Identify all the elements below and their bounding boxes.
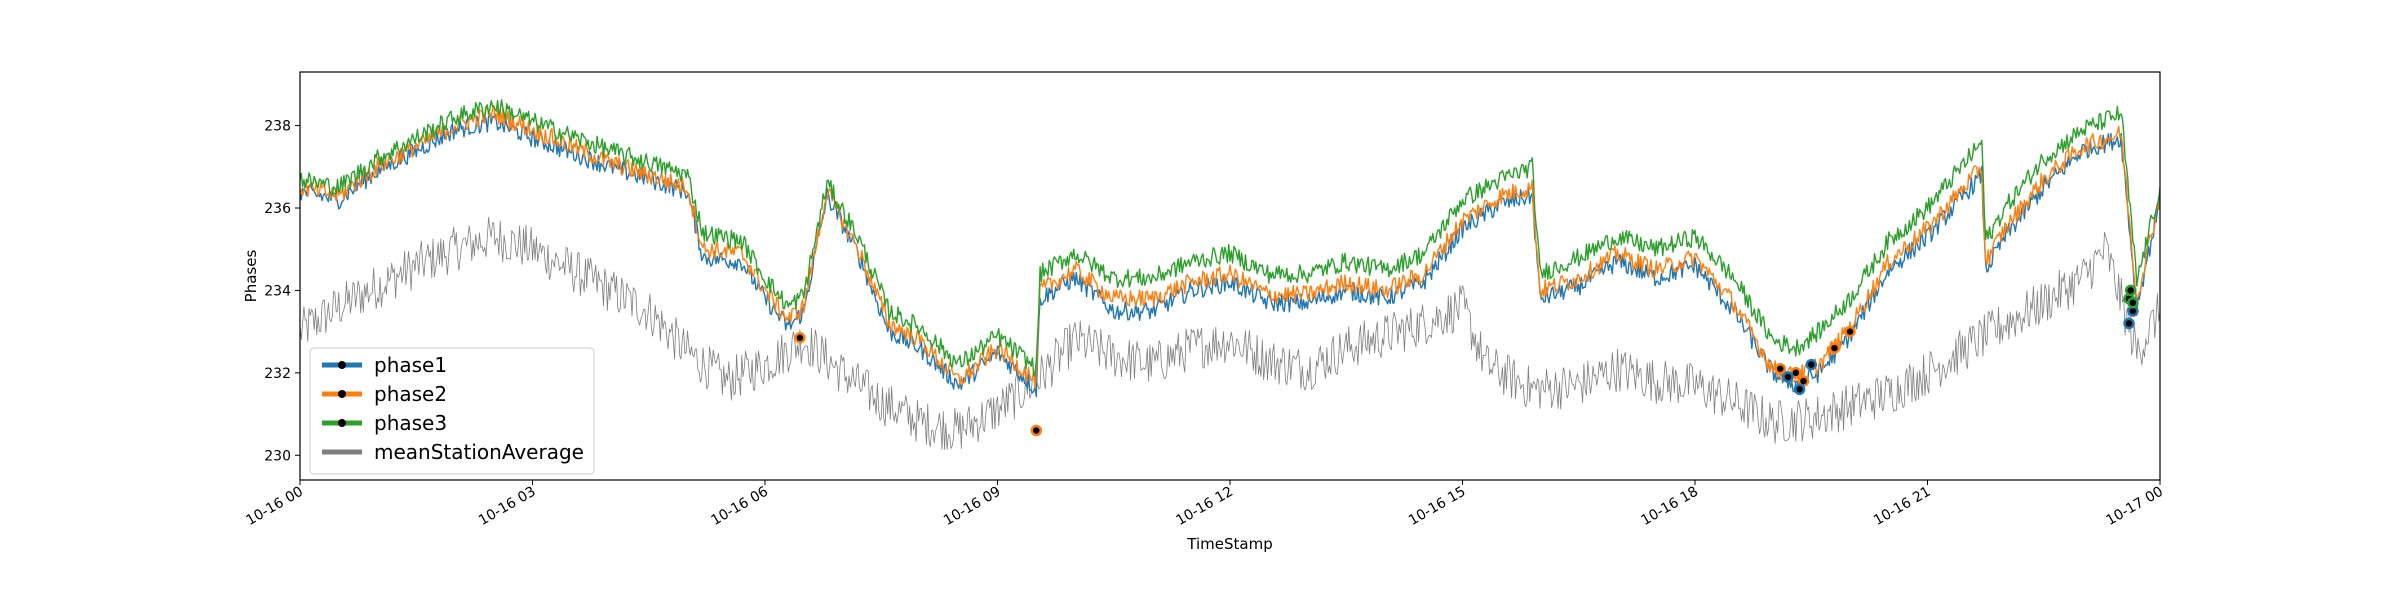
data-point-phase2 bbox=[1774, 362, 1787, 375]
data-point-phase1 bbox=[1793, 383, 1806, 396]
legend: phase1 phase2 phase3 meanStationAverage bbox=[309, 347, 595, 475]
data-point-phase2 bbox=[1030, 424, 1043, 437]
legend-label-phase1: phase1 bbox=[374, 353, 447, 377]
marker-layer bbox=[794, 284, 2139, 437]
legend-label-phase2: phase2 bbox=[374, 382, 447, 406]
data-point-phase1 bbox=[1782, 371, 1794, 383]
data-point-phase2 bbox=[1828, 342, 1841, 354]
y-axis-label: Phases bbox=[242, 250, 260, 303]
y-tick-label: 232 bbox=[264, 366, 291, 382]
series-line-meanStationAverage bbox=[300, 216, 2160, 450]
data-point-phase3 bbox=[2127, 297, 2139, 309]
y-tick-label: 234 bbox=[264, 283, 291, 299]
data-point-phase1 bbox=[2123, 317, 2135, 330]
y-tick-label: 238 bbox=[264, 119, 291, 135]
legend-box bbox=[309, 347, 595, 475]
legend-marker-phase1 bbox=[338, 361, 346, 369]
legend-marker-phase3 bbox=[338, 419, 346, 427]
legend-label-meanStationAverage: meanStationAverage bbox=[374, 440, 584, 464]
y-tick-label: 230 bbox=[264, 448, 291, 464]
legend-label-phase3: phase3 bbox=[374, 411, 447, 435]
data-point-phase3 bbox=[2124, 284, 2137, 297]
data-point-phase2 bbox=[794, 332, 806, 344]
data-point-phase2 bbox=[1844, 325, 1856, 338]
y-axis: 230 232 234 236 238 bbox=[264, 119, 300, 464]
y-tick-label: 236 bbox=[264, 201, 291, 217]
legend-marker-phase2 bbox=[338, 390, 346, 398]
series-line-phase3 bbox=[300, 99, 2160, 378]
series-line-phase2 bbox=[300, 104, 2160, 389]
x-axis-label: TimeStamp bbox=[1186, 535, 1272, 553]
data-point-phase1 bbox=[1805, 358, 1818, 371]
